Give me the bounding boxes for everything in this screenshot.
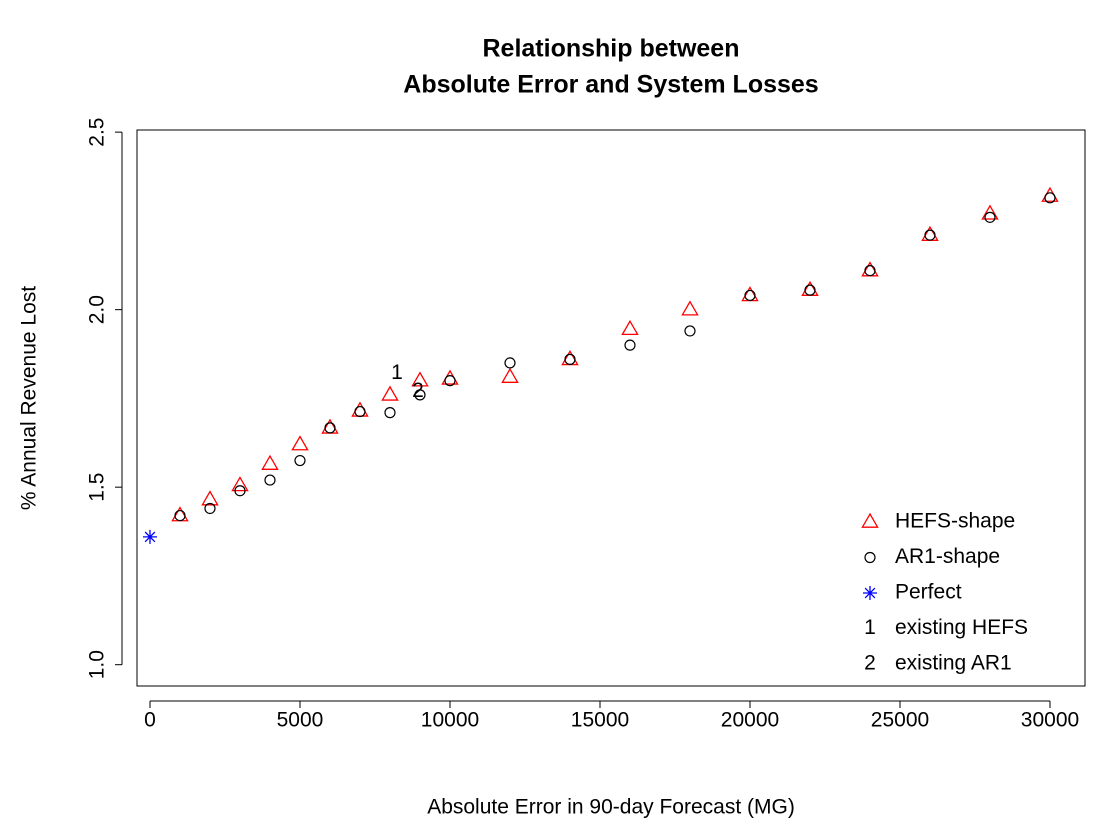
x-axis-label: Absolute Error in 90-day Forecast (MG) (427, 796, 795, 819)
chart-title: Absolute Error and System Losses (403, 71, 818, 99)
point (681, 300, 699, 316)
x-tick-label: 25000 (871, 709, 929, 732)
plot-box (136, 129, 1086, 687)
point (624, 339, 636, 351)
point (384, 407, 396, 419)
point (294, 454, 306, 467)
point (804, 284, 816, 296)
point (864, 264, 876, 277)
x-tick-label: 5000 (277, 709, 324, 732)
legend-symbol (861, 512, 879, 528)
point: 1 (391, 361, 403, 384)
point: 2 (412, 379, 424, 402)
x-tick-label: 15000 (571, 709, 629, 732)
point (984, 211, 996, 223)
point (411, 371, 429, 387)
point (324, 422, 336, 434)
legend-label: HEFS-shape (895, 510, 1015, 533)
point (201, 490, 219, 506)
point (924, 229, 936, 241)
legend-label: existing HEFS (895, 616, 1028, 639)
x-tick-label: 0 (144, 709, 156, 732)
point (291, 435, 309, 451)
point (744, 289, 756, 302)
point (981, 204, 999, 220)
point (231, 476, 249, 492)
point (354, 405, 366, 418)
legend-symbol: 1 (864, 616, 876, 639)
x-tick-label: 10000 (421, 709, 479, 732)
point (261, 454, 279, 470)
y-tick-label: 2.5 (86, 118, 109, 147)
point (1044, 192, 1056, 204)
point (204, 502, 216, 515)
point (501, 367, 519, 383)
point (234, 485, 246, 497)
x-tick-label: 20000 (721, 709, 779, 732)
point (564, 353, 576, 365)
x-tick-label: 30000 (1021, 709, 1079, 732)
legend-label: existing AR1 (895, 652, 1012, 675)
point (264, 474, 276, 486)
legend-label: AR1-shape (895, 545, 1000, 568)
legend-symbol (863, 586, 877, 600)
point (351, 401, 369, 417)
point (414, 389, 426, 401)
point (504, 357, 516, 369)
point (684, 325, 696, 337)
y-axis-label: % Annual Revenue Lost (18, 286, 41, 510)
point (142, 529, 157, 544)
legend-symbol: 2 (864, 652, 876, 675)
y-tick-label: 1.0 (86, 650, 109, 679)
y-tick-label: 1.5 (86, 473, 109, 502)
point (444, 375, 456, 387)
point (381, 385, 399, 401)
chart-title: Relationship between (483, 35, 740, 63)
point (174, 509, 186, 522)
legend-symbol (864, 551, 876, 564)
point (621, 319, 639, 336)
legend-label: Perfect (895, 581, 962, 604)
y-tick-label: 2.0 (86, 295, 109, 324)
